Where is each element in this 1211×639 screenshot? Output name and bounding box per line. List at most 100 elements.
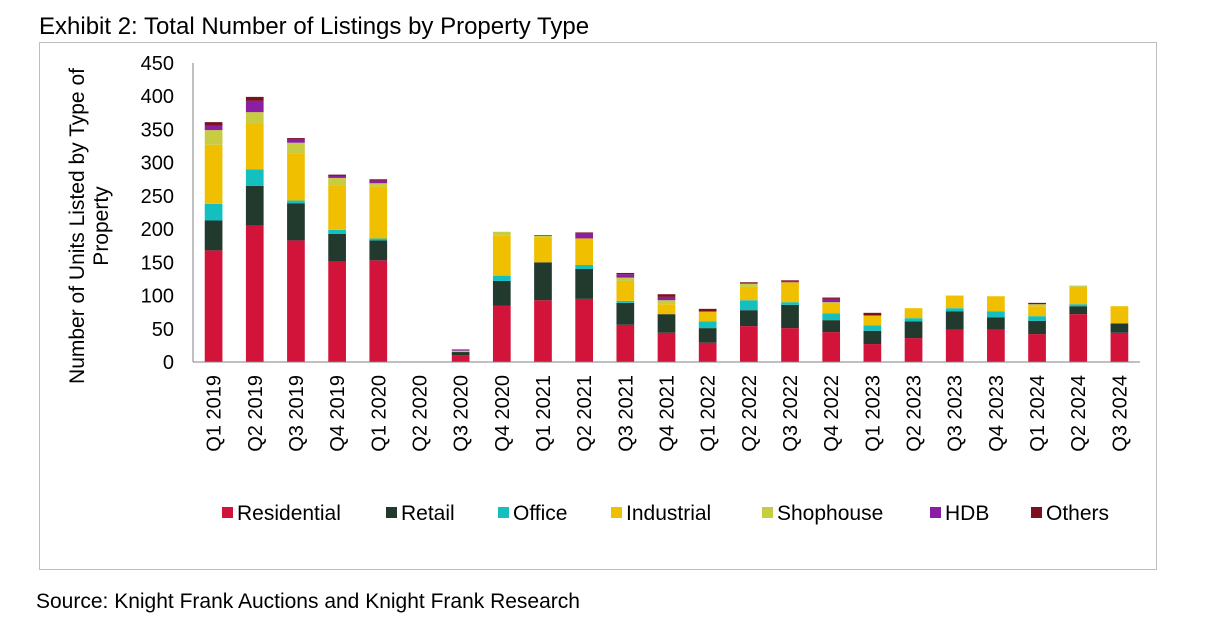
bar-segment-retail [1069,306,1088,315]
bar-segment-residential [945,329,964,362]
y-tick-label: 100 [141,286,174,308]
bar-segment-others [739,282,758,284]
bar-segment-residential [534,300,552,362]
bar-segment-industrial [698,311,717,322]
legend-swatch-industrial [611,507,622,518]
bar-segment-shophouse [822,302,841,304]
x-tick-label: Q1 2019 [204,375,226,452]
x-axis-ticks: Q1 2019 Q2 2019 Q3 2019 Q4 2019 Q1 2020 Q2 20… [204,375,1132,452]
x-tick-label: Q2 2020 [409,375,431,452]
x-tick-label: Q1 2023 [862,375,884,452]
bar-segment-others [575,232,594,234]
source-note: Source: Knight Frank Auctions and Knight… [36,590,580,613]
bar-segment-office [328,229,346,234]
chart-frame: Number of Units Listed by Type of Propert… [39,42,1157,570]
bar-segment-residential [1028,334,1046,362]
bar-segment-industrial [657,304,676,315]
x-tick-label: Q1 2021 [533,375,555,452]
bar-segment-industrial [822,303,841,314]
bar-segment-hdb [204,125,223,131]
bar-segment-office [204,203,223,221]
bar-segment-hdb [245,100,264,113]
bar-segment-office [739,300,758,311]
x-tick-label: Q2 2019 [245,375,267,452]
bar-segment-others [616,272,635,275]
bar-segment-residential [492,305,511,362]
bar-segment-hdb [287,139,305,143]
x-tick-label: Q4 2020 [492,375,514,452]
y-tick-label: 200 [141,219,174,241]
bar-segment-others [781,280,799,281]
bar-segment-residential [904,338,923,362]
x-tick-label: Q3 2024 [1109,375,1131,452]
bar-segment-industrial [534,237,552,263]
y-tick-label: 350 [141,119,174,141]
legend-swatch-shophouse [762,507,773,518]
x-tick-label: Q4 2023 [986,375,1008,452]
bar-segment-shophouse [657,300,676,305]
y-axis-ticks: 0 50 100 150 200 250 300 350 400 450 [141,53,174,374]
bars [204,96,1129,362]
bar-segment-residential [204,250,223,362]
bar-segment-hdb [616,274,635,278]
bar-segment-others [657,294,676,297]
bar-segment-office [245,169,264,186]
bar-segment-shophouse [739,283,758,287]
bar-segment-office [904,318,923,322]
bar-segment-residential [863,344,882,362]
x-tick-label: Q2 2022 [739,375,761,452]
bar-segment-industrial [945,295,964,309]
bar-segment-hdb [822,298,841,303]
y-axis-title: Number of Units Listed by Type of [66,68,89,384]
bar-segment-industrial [863,315,882,326]
exhibit-title: Exhibit 2: Total Number of Listings by P… [39,13,590,40]
bar-segment-industrial [1110,306,1129,324]
bar-segment-office [616,300,635,303]
bar-segment-hdb [369,180,388,184]
bar-segment-hdb [451,349,470,351]
legend-label-hdb: HDB [945,502,989,525]
legend-label-retail: Retail [401,502,455,525]
bar-segment-hdb [328,175,346,178]
x-tick-label: Q3 2023 [945,375,967,452]
bar-segment-residential [616,324,635,362]
bar-segment-shophouse [204,130,223,145]
bar-segment-shophouse [492,231,511,236]
bar-segment-others [369,179,388,181]
bar-segment-shophouse [1028,304,1046,307]
bar-segment-retail [492,280,511,306]
legend-label-residential: Residential [237,502,341,525]
bar-segment-others [534,235,552,236]
x-tick-label: Q4 2019 [327,375,349,452]
x-tick-label: Q2 2021 [574,375,596,452]
bar-segment-office [698,321,717,329]
bar-segment-residential [369,260,388,362]
bar-segment-retail [657,314,676,333]
bar-segment-hdb [781,280,799,283]
bar-segment-shophouse [616,277,635,281]
bar-segment-hdb [657,296,676,301]
y-tick-label: 150 [141,252,174,274]
bar-segment-industrial [781,282,799,303]
bar-segment-shophouse [534,235,552,238]
bar-segment-residential [1069,314,1088,362]
bar-segment-industrial [1028,306,1046,317]
legend-swatch-hdb [930,507,941,518]
bar-segment-shophouse [287,142,305,154]
bar-segment-hdb [575,233,594,239]
bar-segment-industrial [616,280,635,301]
bar-segment-shophouse [1069,285,1088,287]
bar-segment-industrial [369,186,388,239]
bar-segment-shophouse [328,177,346,186]
bar-segment-others [328,174,346,176]
legend-swatch-retail [386,507,397,518]
bar-segment-residential [781,328,799,362]
bar-segment-retail [369,240,388,261]
legend-swatch-residential [222,507,233,518]
bar-segment-shophouse [451,350,470,353]
x-tick-label: Q1 2024 [1027,375,1049,452]
bar-segment-residential [657,332,676,362]
bar-segment-office [945,308,964,312]
stacked-bar-chart: Number of Units Listed by Type of Propert… [66,53,1140,525]
bar-segment-retail [945,311,964,330]
